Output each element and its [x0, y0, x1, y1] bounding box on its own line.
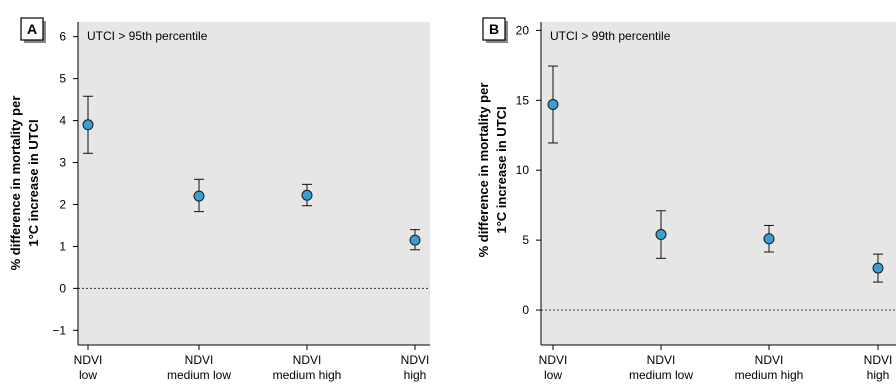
data-point [655, 229, 667, 241]
plot-area [78, 22, 430, 345]
x-tick-label: high [867, 368, 890, 382]
threshold-annotation: UTCI > 99th percentile [550, 29, 671, 43]
x-tick-label: NDVI [293, 353, 322, 367]
data-point [82, 119, 94, 131]
y-axis-label: % difference in mortality per [8, 96, 23, 271]
y-axis-label: % difference in mortality per [476, 83, 491, 258]
x-tick-label: NDVI [401, 353, 430, 367]
y-axis-label: 1°C increase in UTCI [494, 106, 509, 233]
x-tick-label: low [79, 368, 97, 382]
data-point [547, 98, 559, 110]
data-point [193, 190, 205, 202]
y-axis-label: 1°C increase in UTCI [26, 119, 41, 246]
x-tick-label: NDVI [74, 353, 103, 367]
data-point [409, 234, 421, 246]
threshold-annotation: UTCI > 95th percentile [87, 29, 208, 43]
y-tick-label: 0 [522, 303, 529, 317]
y-tick-label: 6 [59, 30, 66, 44]
y-tick-label: 5 [522, 233, 529, 247]
y-tick-label: 20 [516, 23, 530, 37]
y-tick-label: 0 [59, 281, 66, 295]
data-point [872, 262, 884, 274]
y-tick-label: 15 [516, 93, 530, 107]
data-point [763, 233, 775, 245]
x-tick-label: NDVI [185, 353, 214, 367]
x-tick-label: medium low [629, 368, 693, 382]
panel-badge [482, 17, 506, 41]
y-tick-label: 10 [516, 163, 530, 177]
plot-area [541, 22, 896, 345]
x-tick-label: NDVI [539, 353, 568, 367]
data-point [301, 189, 313, 201]
y-tick-label: 1 [59, 239, 66, 253]
x-tick-label: NDVI [864, 353, 893, 367]
x-tick-label: medium low [167, 368, 231, 382]
panel-label: A [27, 21, 37, 37]
x-tick-label: medium high [735, 368, 804, 382]
x-tick-label: medium high [273, 368, 342, 382]
y-tick-label: 5 [59, 72, 66, 86]
panel-label: B [489, 21, 499, 37]
y-tick-label: 2 [59, 197, 66, 211]
x-tick-label: NDVI [755, 353, 784, 367]
x-tick-label: high [404, 368, 427, 382]
x-tick-label: low [544, 368, 562, 382]
y-tick-label: 4 [59, 114, 66, 128]
y-tick-label: −1 [52, 323, 66, 337]
y-tick-label: 3 [59, 156, 66, 170]
x-tick-label: NDVI [647, 353, 676, 367]
panel-badge [20, 17, 44, 41]
